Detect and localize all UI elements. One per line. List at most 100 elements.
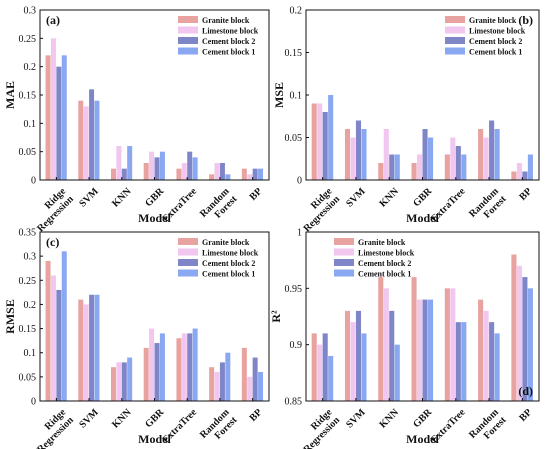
y-axis-title: MSE	[272, 82, 286, 108]
legend-label: Limestone block	[469, 27, 526, 36]
bar-limestone-block	[181, 163, 187, 180]
bar-cement-block-2	[489, 120, 495, 180]
bar-limestone-block	[214, 163, 220, 180]
bar-cement-block-2	[422, 299, 428, 401]
x-tick-label: RandomForest	[467, 186, 509, 228]
legend-swatch	[178, 238, 198, 245]
x-tick-label-line: GBR	[143, 185, 167, 209]
legend-swatch	[178, 47, 198, 55]
bar-cement-block-1	[61, 55, 67, 180]
y-axis-title: MAE	[3, 81, 17, 109]
bar-cement-block-1	[494, 129, 500, 180]
bar-limestone-block	[149, 328, 155, 401]
y-tick-label: 0.25	[19, 34, 37, 45]
bar-cement-block-1	[61, 251, 67, 401]
x-tick-label: RandomForest	[467, 407, 509, 449]
x-tick-label-line: SVM	[77, 186, 101, 210]
plot-frame	[39, 9, 270, 181]
y-tick-label: 0.25	[19, 276, 37, 287]
bar-cement-block-2	[89, 89, 95, 180]
panel-label: (b)	[518, 13, 533, 27]
y-tick-label: 0.15	[19, 91, 37, 102]
legend-label: Cement block 2	[202, 259, 255, 268]
bar-limestone-block	[383, 129, 389, 180]
bar-limestone-block	[350, 137, 356, 180]
bar-granite-block	[378, 277, 384, 401]
bar-cement-block-1	[427, 299, 434, 401]
x-tick-label: SVM	[344, 407, 368, 431]
bar-cement-block-1	[127, 357, 133, 401]
y-tick-label: 0.1	[24, 119, 37, 130]
x-tick-label-line: GBR	[411, 406, 435, 430]
x-tick-label: BP	[517, 186, 534, 203]
bar-cement-block-1	[192, 157, 198, 180]
bar-granite-block	[45, 260, 51, 401]
x-tick-label-line: GBR	[143, 406, 167, 430]
bar-cement-block-2	[252, 168, 258, 180]
bar-cement-block-2	[522, 277, 528, 401]
bar-granite-block	[241, 347, 247, 401]
bar-cement-block-1	[328, 355, 334, 401]
bar-cement-block-1	[94, 100, 100, 180]
bar-limestone-block	[317, 103, 323, 180]
bar-limestone-block	[417, 154, 423, 180]
x-tick-label: KNN	[110, 406, 134, 430]
bar-cement-block-2	[355, 310, 362, 401]
legend-label: Granite block	[202, 16, 250, 25]
y-tick-label: 0	[297, 176, 302, 187]
bar-cement-block-2	[154, 157, 160, 180]
x-tick-label: SVM	[77, 186, 101, 210]
bar-limestone-block	[83, 106, 89, 180]
bar-cement-block-1	[527, 154, 533, 180]
bar-cement-block-1	[225, 352, 231, 401]
bar-granite-block	[45, 55, 51, 180]
bar-cement-block-2	[455, 146, 461, 180]
legend-label: Cement block 1	[469, 48, 522, 57]
bar-granite-block	[110, 168, 116, 180]
bar-limestone-block	[317, 344, 323, 401]
x-tick-label-line: BP	[517, 186, 534, 203]
bar-limestone-block	[181, 333, 187, 401]
bar-granite-block	[378, 163, 384, 180]
legend-label: Cement block 2	[469, 37, 522, 46]
x-tick-label-line: BP	[248, 186, 265, 203]
y-tick-label: 0.1	[24, 348, 37, 359]
bar-cement-block-1	[527, 288, 533, 401]
x-tick-label: GBR	[411, 406, 435, 430]
legend-swatch	[445, 26, 465, 34]
bar-granite-block	[478, 299, 484, 401]
bar-granite-block	[444, 288, 450, 401]
bar-granite-block	[78, 100, 84, 180]
legend-label: Granite block	[469, 16, 517, 25]
x-tick-label: KNN	[377, 185, 401, 209]
bar-limestone-block	[116, 146, 122, 180]
x-tick-label-line: KNN	[377, 185, 401, 209]
bar-granite-block	[444, 154, 450, 180]
bar-cement-block-2	[56, 289, 62, 401]
y-axis-title: R²	[269, 310, 283, 323]
legend-swatch	[445, 47, 465, 55]
bar-cement-block-2	[322, 112, 328, 180]
bar-cement-block-2	[322, 333, 328, 401]
x-tick-label: KNN	[377, 406, 401, 430]
bar-granite-block	[110, 367, 116, 401]
y-tick-label: 0.95	[285, 284, 303, 295]
bar-cement-block-1	[394, 154, 400, 180]
y-tick-label: 0.3	[24, 252, 37, 263]
bar-cement-block-2	[522, 171, 528, 180]
bar-cement-block-1	[394, 344, 400, 401]
x-tick-label: RidgeRegression	[294, 407, 343, 449]
bar-cement-block-1	[192, 328, 198, 401]
bar-limestone-block	[450, 288, 456, 401]
x-tick-label: GBR	[411, 185, 435, 209]
bar-granite-block	[511, 254, 517, 401]
y-tick-label: 0.2	[290, 6, 303, 17]
bar-cement-block-2	[455, 322, 461, 401]
legend-swatch	[178, 16, 198, 23]
bar-limestone-block	[247, 376, 253, 401]
x-tick-label: GBR	[143, 406, 167, 430]
